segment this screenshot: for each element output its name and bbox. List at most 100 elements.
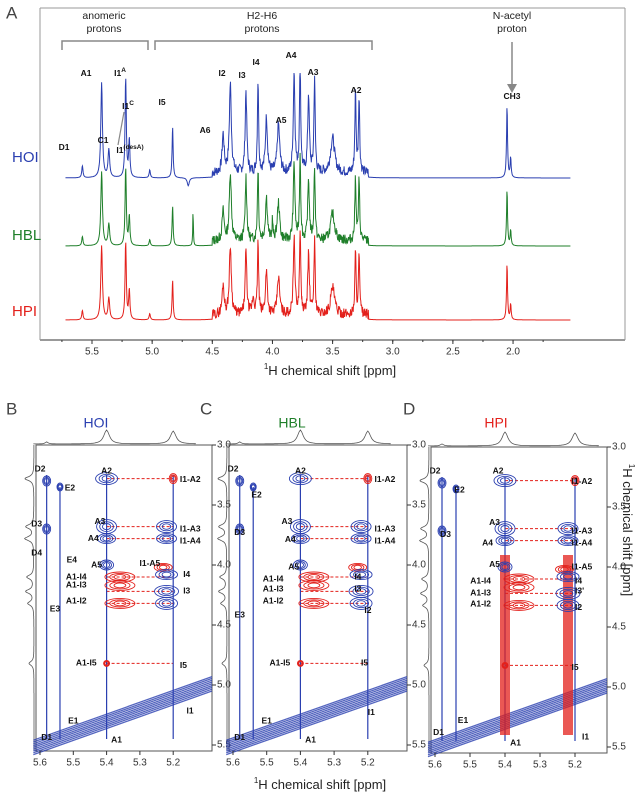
axis-text: H chemical shift [ppm] xyxy=(620,468,635,596)
contour xyxy=(356,600,367,607)
diagonal xyxy=(226,688,408,754)
peak-label: E2 xyxy=(454,484,465,494)
peak-label: A5 xyxy=(288,562,299,572)
label-text: I1 xyxy=(114,68,121,78)
y-tick-label: 4.0 xyxy=(612,562,626,573)
peak-label: A6 xyxy=(200,125,211,135)
contour xyxy=(353,598,370,609)
contour xyxy=(292,559,308,571)
contour xyxy=(161,523,172,530)
peak-label: I1 xyxy=(368,707,375,717)
peak-label: A4 xyxy=(482,537,493,547)
peak-label: E2 xyxy=(65,482,76,492)
sup: 1 xyxy=(254,776,259,785)
contour xyxy=(350,520,372,534)
diagonal xyxy=(427,683,608,749)
peak-label: I5 xyxy=(180,660,187,670)
contour xyxy=(512,576,526,582)
contour xyxy=(501,661,509,669)
y-tick-label: 4.0 xyxy=(217,560,231,571)
contour xyxy=(364,474,372,483)
diagonal xyxy=(226,690,408,756)
peak-label: D3 xyxy=(234,527,245,537)
peak-label: I3 xyxy=(238,70,245,80)
x-tick-label: 5.6 xyxy=(428,760,442,771)
contour xyxy=(104,661,109,666)
diagonal xyxy=(427,690,608,756)
projection xyxy=(24,445,35,751)
peak-label: I4 xyxy=(575,576,582,586)
arrow-head xyxy=(507,84,517,93)
contour xyxy=(57,484,63,490)
peak-label: A1-I4 xyxy=(470,576,491,586)
contour xyxy=(296,535,305,542)
diagonal xyxy=(427,685,608,751)
label-text: I3 xyxy=(238,70,245,80)
projection xyxy=(428,431,599,447)
diagonal xyxy=(427,688,608,754)
contour xyxy=(288,472,312,486)
contour xyxy=(353,570,370,579)
contour xyxy=(56,482,64,492)
label-text: D1 xyxy=(59,142,70,152)
peak-label: D1 xyxy=(41,732,52,742)
diagonal xyxy=(427,681,608,747)
contour xyxy=(43,476,51,486)
contour xyxy=(500,525,510,533)
peak-label: D2 xyxy=(35,463,46,473)
contour xyxy=(500,537,510,544)
y-tick-label: 5.5 xyxy=(217,740,231,751)
peak-label: A4 xyxy=(285,534,296,544)
contour xyxy=(503,599,535,611)
contour xyxy=(237,526,243,532)
contour xyxy=(296,562,304,568)
contour xyxy=(307,574,321,580)
contour xyxy=(99,559,115,571)
x-tick-label: 5.5 xyxy=(463,760,477,771)
contour xyxy=(356,571,367,578)
peak-label: A3 xyxy=(308,67,319,77)
contour xyxy=(295,523,306,531)
contour xyxy=(235,475,245,487)
contour xyxy=(99,534,114,543)
bracket xyxy=(154,40,373,50)
diagonal xyxy=(226,684,408,750)
peak-label: A1-I3 xyxy=(470,588,491,598)
contour xyxy=(307,600,321,607)
peak-label: A2 xyxy=(295,466,306,476)
label-text: A5 xyxy=(276,115,287,125)
contour xyxy=(560,523,576,534)
x-tick-label: 5.5 xyxy=(66,758,80,769)
label-text: A4 xyxy=(286,50,297,60)
contour xyxy=(295,475,306,482)
label-text: A2 xyxy=(351,85,362,95)
peak-label: I3 xyxy=(354,583,361,593)
contour xyxy=(502,663,508,668)
contour xyxy=(497,561,513,573)
contour xyxy=(437,477,447,489)
contour xyxy=(437,525,447,537)
peak-label: I1-A4 xyxy=(572,537,593,547)
contour xyxy=(452,484,460,494)
contour xyxy=(97,533,117,545)
peak-label: A4 xyxy=(286,50,297,60)
contour xyxy=(497,475,513,486)
contour xyxy=(563,525,573,532)
contour xyxy=(503,581,535,593)
contour xyxy=(296,659,304,667)
diagonal xyxy=(33,681,213,747)
peak-label: I1-A3 xyxy=(572,525,593,535)
bracket xyxy=(61,40,149,50)
contour xyxy=(349,569,373,581)
peak-label: D1 xyxy=(234,732,245,742)
contour xyxy=(170,475,176,482)
peak-label: A3 xyxy=(95,516,106,526)
projection xyxy=(226,429,391,445)
label-text: C1 xyxy=(98,135,109,145)
label-text: I4 xyxy=(252,57,259,67)
peak-label: I1C xyxy=(122,100,134,112)
contour xyxy=(497,523,513,534)
diagonal xyxy=(427,686,608,752)
y-tick-label: 4.5 xyxy=(412,620,426,631)
group-label: N-acetyl xyxy=(493,10,532,22)
